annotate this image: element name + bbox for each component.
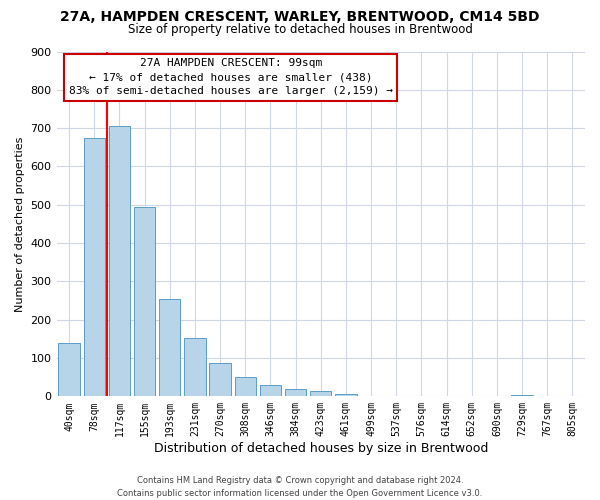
Bar <box>209 364 231 396</box>
Y-axis label: Number of detached properties: Number of detached properties <box>15 136 25 312</box>
Bar <box>511 395 533 396</box>
Bar <box>285 390 307 396</box>
Bar <box>260 385 281 396</box>
Bar <box>335 394 356 396</box>
Bar <box>109 126 130 396</box>
X-axis label: Distribution of detached houses by size in Brentwood: Distribution of detached houses by size … <box>154 442 488 455</box>
Bar <box>83 138 105 396</box>
Text: Contains HM Land Registry data © Crown copyright and database right 2024.
Contai: Contains HM Land Registry data © Crown c… <box>118 476 482 498</box>
Bar <box>159 300 181 396</box>
Bar <box>235 377 256 396</box>
Bar <box>58 344 80 396</box>
Text: 27A, HAMPDEN CRESCENT, WARLEY, BRENTWOOD, CM14 5BD: 27A, HAMPDEN CRESCENT, WARLEY, BRENTWOOD… <box>60 10 540 24</box>
Text: 27A HAMPDEN CRESCENT: 99sqm
← 17% of detached houses are smaller (438)
83% of se: 27A HAMPDEN CRESCENT: 99sqm ← 17% of det… <box>69 58 393 96</box>
Text: Size of property relative to detached houses in Brentwood: Size of property relative to detached ho… <box>128 22 472 36</box>
Bar <box>310 392 331 396</box>
Bar <box>134 208 155 396</box>
Bar <box>184 338 206 396</box>
